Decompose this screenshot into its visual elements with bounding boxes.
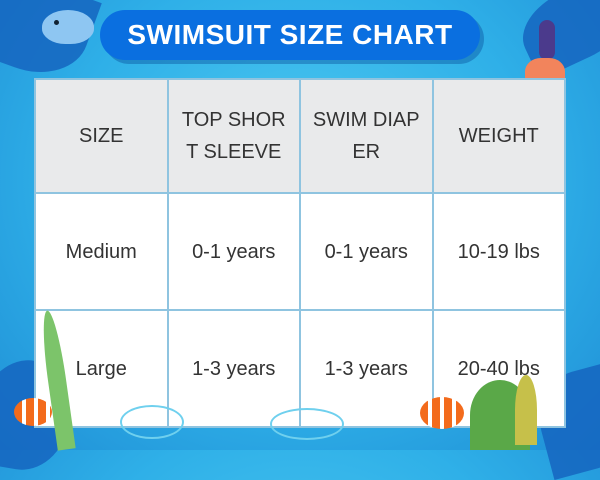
cell-diaper: 1-3 years bbox=[299, 309, 434, 428]
cell-size: Medium bbox=[34, 192, 169, 311]
seaweed-icon bbox=[515, 375, 537, 445]
header-size: SIZE bbox=[34, 78, 169, 194]
wave-icon bbox=[120, 405, 184, 439]
table-row: Medium 0-1 years 0-1 years 10-19 lbs bbox=[34, 192, 566, 311]
cell-top: 0-1 years bbox=[166, 192, 301, 311]
size-chart-table: SIZE TOP SHOR T SLEEVE SWIM DIAP ER WEIGHT… bbox=[34, 78, 566, 428]
page-title: SWIMSUIT SIZE CHART bbox=[127, 19, 453, 50]
cell-diaper: 0-1 years bbox=[299, 192, 434, 311]
cell-weight: 10-19 lbs bbox=[431, 192, 566, 311]
whale-icon bbox=[42, 10, 94, 44]
table-header-row: SIZE TOP SHOR T SLEEVE SWIM DIAP ER WEIGHT bbox=[34, 78, 566, 194]
header-swim-diaper: SWIM DIAP ER bbox=[299, 78, 434, 194]
wave-icon bbox=[270, 408, 344, 440]
clownfish-icon bbox=[420, 397, 464, 429]
title-banner: SWIMSUIT SIZE CHART bbox=[100, 10, 480, 60]
header-weight: WEIGHT bbox=[431, 78, 566, 194]
clownfish-icon bbox=[14, 398, 52, 426]
cell-top: 1-3 years bbox=[166, 309, 301, 428]
header-top-short-sleeve: TOP SHOR T SLEEVE bbox=[166, 78, 301, 194]
